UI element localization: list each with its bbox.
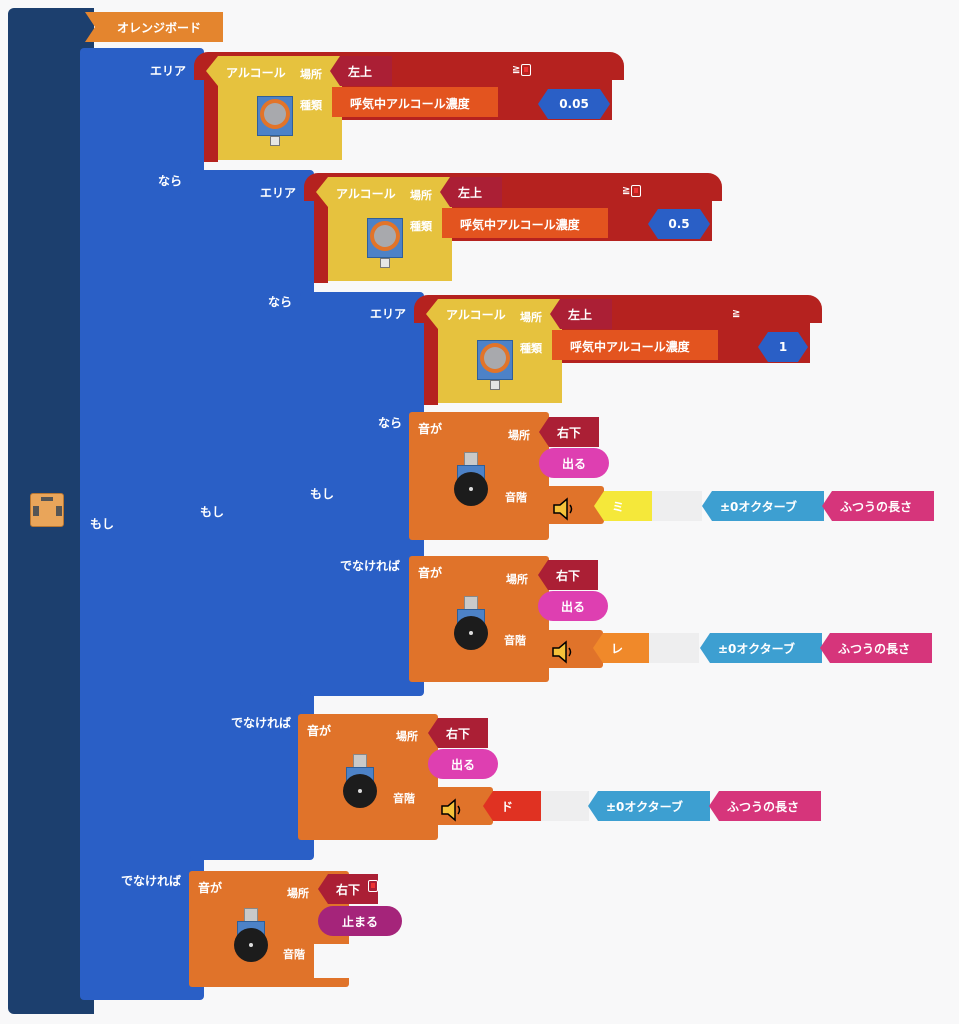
sound-label-4: 音が <box>198 881 223 895</box>
length-tag-2[interactable]: ふつうの長さ <box>820 633 932 663</box>
scale-label-1: 音階 <box>505 491 527 504</box>
sound-action-3[interactable]: 出る <box>428 749 498 779</box>
note-tag-2[interactable]: レ <box>593 633 649 663</box>
length-tag-1[interactable]: ふつうの長さ <box>822 491 934 521</box>
compare-op-2: ≧ <box>622 185 631 196</box>
area-label-2: エリア <box>260 186 297 200</box>
place-tag-2[interactable]: 左上 <box>440 177 502 207</box>
compare-block-3-stem <box>424 321 438 405</box>
note-tag-3[interactable]: ド <box>483 791 541 821</box>
sound-action-1[interactable]: 出る <box>539 448 609 478</box>
note-tag-1[interactable]: ミ <box>594 491 652 521</box>
board-hat-label[interactable]: オレンジボード <box>85 12 223 42</box>
scale-label-4: 音階 <box>283 948 305 961</box>
else-label-1: でなければ <box>121 874 182 888</box>
input-gauge-icon <box>521 64 531 76</box>
value-1[interactable]: 0.05 <box>538 89 610 119</box>
if-block-3[interactable] <box>300 292 424 696</box>
value-2[interactable]: 0.5 <box>648 209 710 239</box>
speaker-icon <box>553 497 573 521</box>
type-tag-1[interactable]: 呼気中アルコール濃度 <box>332 87 498 117</box>
octave-tag-1[interactable]: ±0オクターブ <box>702 491 824 521</box>
length-tag-3[interactable]: ふつうの長さ <box>709 791 821 821</box>
alcohol-sensor-head-3 <box>426 299 556 329</box>
area-label-3: エリア <box>370 307 407 321</box>
note-spacer-2 <box>649 633 699 663</box>
alcohol-sensor-icon <box>257 96 293 146</box>
compare-block-1-stem <box>204 78 218 162</box>
if-block-1[interactable] <box>80 48 204 1000</box>
place-label-s4: 場所 <box>287 887 309 900</box>
place-label-1: 場所 <box>300 68 322 81</box>
speaker-module-icon <box>343 754 377 808</box>
sound-place-tag-2[interactable]: 右下 <box>538 560 598 590</box>
place-label-s2: 場所 <box>506 573 528 586</box>
alcohol-sensor-head-2 <box>316 177 446 207</box>
if-label-1: もし <box>90 517 115 531</box>
scale-label-3: 音階 <box>393 792 415 805</box>
speaker-module-icon <box>234 908 268 962</box>
compare-block-2-stem <box>314 199 328 283</box>
sound-place-tag-1[interactable]: 右下 <box>539 417 599 447</box>
alcohol-sensor-icon <box>367 218 403 268</box>
note-block-1[interactable] <box>534 486 604 524</box>
sound-label-3: 音が <box>307 724 332 738</box>
else-label-3: でなければ <box>340 559 401 573</box>
place-label-s3: 場所 <box>396 730 418 743</box>
type-label-2: 種類 <box>410 220 432 233</box>
then-label-3: なら <box>378 416 403 430</box>
sound-action-4[interactable]: 止まる <box>318 906 402 936</box>
board-icon <box>30 493 64 527</box>
alcohol-label-1: アルコール <box>226 66 286 80</box>
if-label-2: もし <box>200 505 225 519</box>
sound-place-tag-3[interactable]: 右下 <box>428 718 488 748</box>
speaker-module-icon <box>454 452 488 506</box>
type-label-1: 種類 <box>300 99 322 112</box>
if-label-3: もし <box>310 487 335 501</box>
alcohol-label-3: アルコール <box>446 308 506 322</box>
else-label-2: でなければ <box>231 716 292 730</box>
note-spacer-3 <box>541 791 589 821</box>
input-gauge-icon <box>368 880 378 892</box>
value-3[interactable]: 1 <box>758 332 808 362</box>
alcohol-label-2: アルコール <box>336 187 396 201</box>
area-label-1: エリア <box>150 64 187 78</box>
type-text-3: 呼気中アルコール濃度 <box>570 340 690 354</box>
then-label-1: なら <box>158 174 183 188</box>
note-spacer-1 <box>652 491 702 521</box>
sound-label-1: 音が <box>418 422 443 436</box>
sound-action-2[interactable]: 出る <box>538 591 608 621</box>
scale-label-2: 音階 <box>504 634 526 647</box>
place-label-s1: 場所 <box>508 429 530 442</box>
type-label-3: 種類 <box>520 342 542 355</box>
sound-place-text-4: 右下 <box>336 882 361 897</box>
place-tag-1[interactable]: 左上 <box>330 56 392 86</box>
alcohol-sensor-icon <box>477 340 513 390</box>
sound-label-2: 音が <box>418 566 443 580</box>
type-text-2: 呼気中アルコール濃度 <box>460 218 580 232</box>
input-gauge-icon <box>631 185 641 197</box>
then-label-2: なら <box>268 295 293 309</box>
speaker-module-icon <box>454 596 488 650</box>
board-hat-text: オレンジボード <box>117 21 202 35</box>
note-block-2[interactable] <box>533 630 603 668</box>
type-text-1: 呼気中アルコール濃度 <box>350 97 470 111</box>
place-tag-3[interactable]: 左上 <box>550 299 612 329</box>
speaker-icon <box>441 798 461 822</box>
type-tag-3[interactable]: 呼気中アルコール濃度 <box>552 330 718 360</box>
octave-tag-3[interactable]: ±0オクターブ <box>588 791 710 821</box>
alcohol-sensor-head-1 <box>206 56 336 86</box>
octave-tag-2[interactable]: ±0オクターブ <box>700 633 822 663</box>
place-label-3: 場所 <box>520 311 542 324</box>
compare-op-1: ≧ <box>512 64 521 75</box>
place-label-2: 場所 <box>410 189 432 202</box>
speaker-icon <box>552 640 572 664</box>
type-tag-2[interactable]: 呼気中アルコール濃度 <box>442 208 608 238</box>
sound-block-4-notch <box>314 944 354 978</box>
compare-op-3: ≧ <box>732 308 741 319</box>
if-block-2[interactable] <box>190 170 314 860</box>
